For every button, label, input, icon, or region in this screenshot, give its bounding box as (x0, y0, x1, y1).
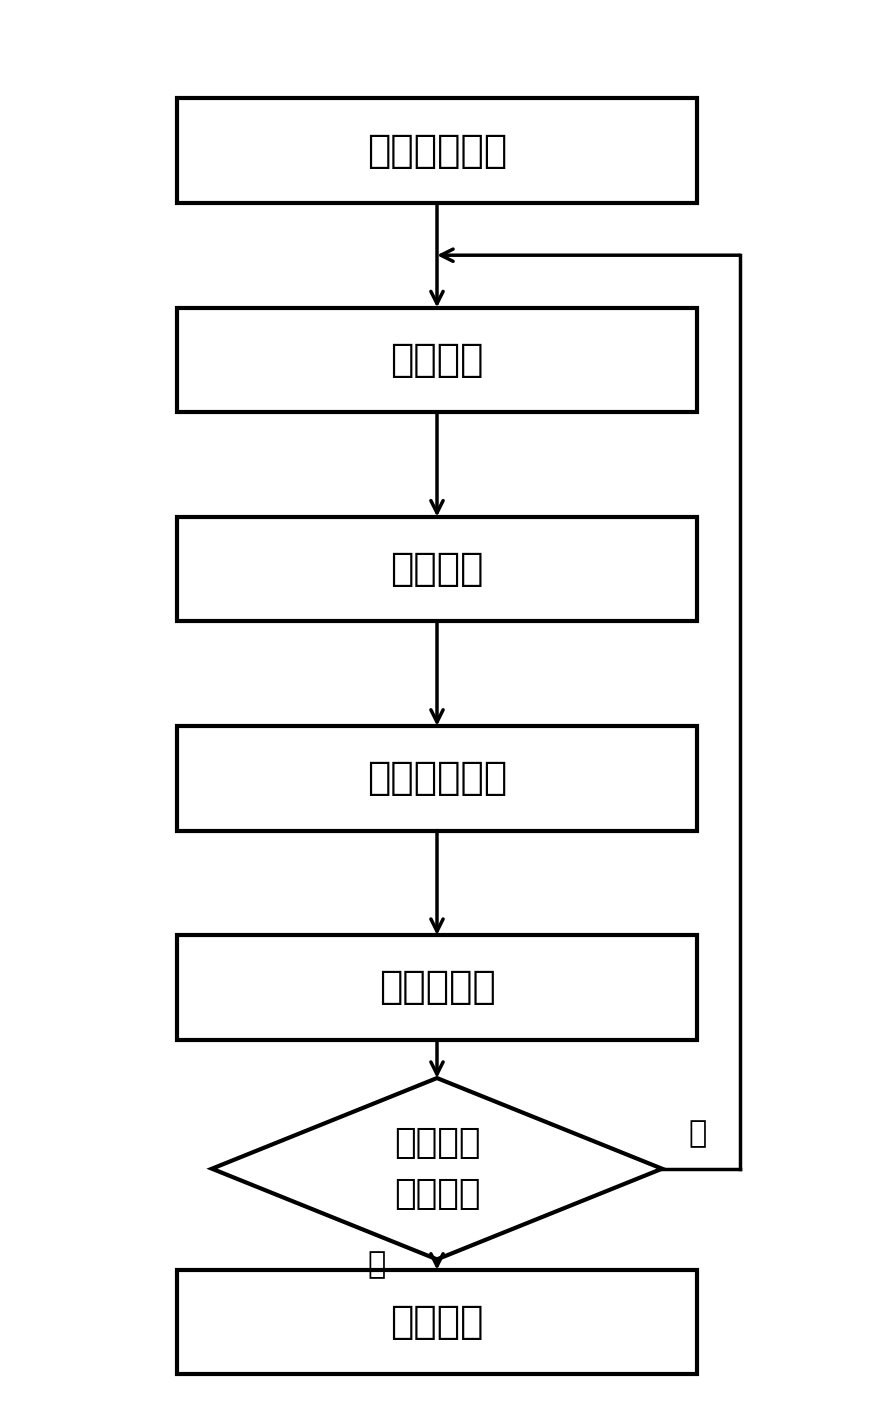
FancyBboxPatch shape (177, 725, 697, 831)
FancyBboxPatch shape (177, 1270, 697, 1375)
FancyBboxPatch shape (177, 936, 697, 1040)
Text: 状态输出: 状态输出 (391, 1303, 483, 1341)
Text: 是: 是 (367, 1250, 385, 1280)
FancyBboxPatch shape (177, 307, 697, 412)
Text: 粒子群初始化: 粒子群初始化 (367, 132, 507, 170)
Text: 否: 否 (688, 1120, 706, 1148)
Text: 重要性重采样: 重要性重采样 (367, 759, 507, 797)
FancyBboxPatch shape (177, 516, 697, 622)
FancyBboxPatch shape (177, 98, 697, 203)
Polygon shape (212, 1078, 662, 1260)
Text: 运动模型: 运动模型 (391, 341, 483, 379)
Text: 匹配度计算: 匹配度计算 (378, 968, 496, 1006)
Text: 阈值判断: 阈值判断 (394, 1127, 480, 1160)
Text: 观测模型: 观测模型 (391, 550, 483, 588)
Text: 大于阈值: 大于阈值 (394, 1177, 480, 1211)
